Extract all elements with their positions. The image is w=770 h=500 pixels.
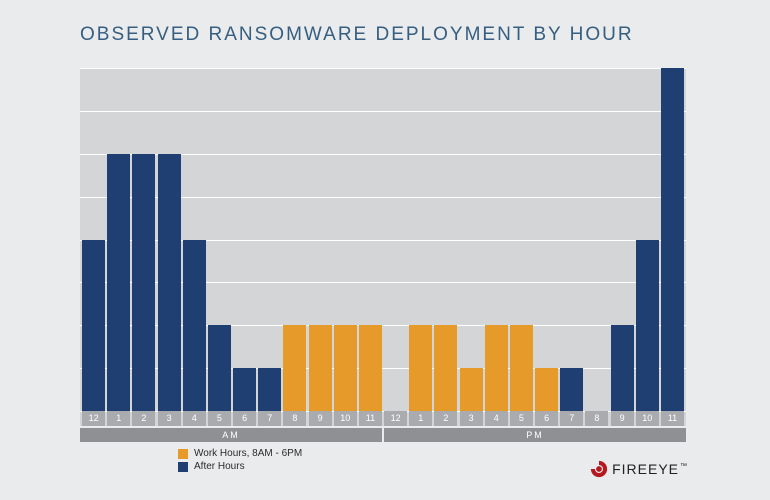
bar-column: 7 [258, 368, 281, 426]
legend-swatch [178, 462, 188, 472]
hour-label: 12 [82, 411, 105, 426]
bar [510, 325, 533, 411]
hour-label: 6 [535, 411, 558, 426]
bar-column: 4 [485, 325, 508, 426]
hour-label: 9 [611, 411, 634, 426]
bar [309, 325, 332, 411]
bar [183, 240, 206, 412]
brand-text: FIREEYE™ [612, 461, 688, 477]
bar [636, 240, 659, 412]
bar-column: 6 [535, 368, 558, 426]
bar-column: 8 [283, 325, 306, 426]
bar-column: 4 [183, 240, 206, 427]
hour-label: 10 [334, 411, 357, 426]
legend-label: After Hours [194, 461, 245, 472]
period-label: AM [80, 428, 382, 442]
hour-label: 11 [359, 411, 382, 426]
bar [258, 368, 281, 411]
chart-title: OBSERVED RANSOMWARE DEPLOYMENT BY HOUR [80, 24, 634, 46]
chart-bars: 121234567891011121234567891011 [80, 68, 686, 426]
hour-label: 3 [460, 411, 483, 426]
bar [409, 325, 432, 411]
hour-label: 5 [208, 411, 231, 426]
legend-item: Work Hours, 8AM - 6PM [178, 448, 302, 459]
bar [82, 240, 105, 412]
bar [158, 154, 181, 411]
bar-column: 3 [460, 368, 483, 426]
bar [132, 154, 155, 411]
brand-logo: FIREEYE™ [590, 460, 688, 478]
legend-swatch [178, 449, 188, 459]
bar [208, 325, 231, 411]
bar-column: 5 [510, 325, 533, 426]
hour-label: 4 [485, 411, 508, 426]
bar [107, 154, 130, 411]
bar [535, 368, 558, 411]
bar-column: 2 [434, 325, 457, 426]
bar [485, 325, 508, 411]
bar-column: 8 [585, 411, 608, 426]
legend: Work Hours, 8AM - 6PM After Hours [178, 448, 302, 474]
legend-label: Work Hours, 8AM - 6PM [194, 448, 302, 459]
bar-column: 11 [359, 325, 382, 426]
bar-column: 9 [309, 325, 332, 426]
hour-label: 2 [132, 411, 155, 426]
bar [661, 68, 684, 411]
bar-column: 1 [409, 325, 432, 426]
hour-label: 3 [158, 411, 181, 426]
hour-label: 7 [258, 411, 281, 426]
hour-label: 4 [183, 411, 206, 426]
bar-column: 10 [636, 240, 659, 427]
bar [460, 368, 483, 411]
bar [283, 325, 306, 411]
bar-column: 5 [208, 325, 231, 426]
bar-column: 6 [233, 368, 256, 426]
hour-label: 11 [661, 411, 684, 426]
bar-column: 10 [334, 325, 357, 426]
hour-label: 10 [636, 411, 659, 426]
hour-label: 2 [434, 411, 457, 426]
hour-label: 9 [309, 411, 332, 426]
bar-column: 2 [132, 154, 155, 426]
hour-label: 7 [560, 411, 583, 426]
bar-column: 7 [560, 368, 583, 426]
bar-column: 11 [661, 68, 684, 426]
hour-label: 8 [585, 411, 608, 426]
bar [611, 325, 634, 411]
hour-label: 1 [107, 411, 130, 426]
hour-label: 8 [283, 411, 306, 426]
fireeye-mark-icon [590, 460, 608, 478]
bar-column: 12 [82, 240, 105, 427]
bar [233, 368, 256, 411]
legend-item: After Hours [178, 461, 302, 472]
hour-label: 12 [384, 411, 407, 426]
bar [334, 325, 357, 411]
bar-column: 12 [384, 411, 407, 426]
hour-label: 1 [409, 411, 432, 426]
bar [359, 325, 382, 411]
bar-column: 1 [107, 154, 130, 426]
bar-column: 9 [611, 325, 634, 426]
bar [434, 325, 457, 411]
bar [560, 368, 583, 411]
chart-plot-area: 121234567891011121234567891011 [80, 68, 686, 426]
hour-label: 5 [510, 411, 533, 426]
bar-column: 3 [158, 154, 181, 426]
hour-label: 6 [233, 411, 256, 426]
period-label: PM [384, 428, 686, 442]
period-strip: AMPM [80, 428, 686, 442]
